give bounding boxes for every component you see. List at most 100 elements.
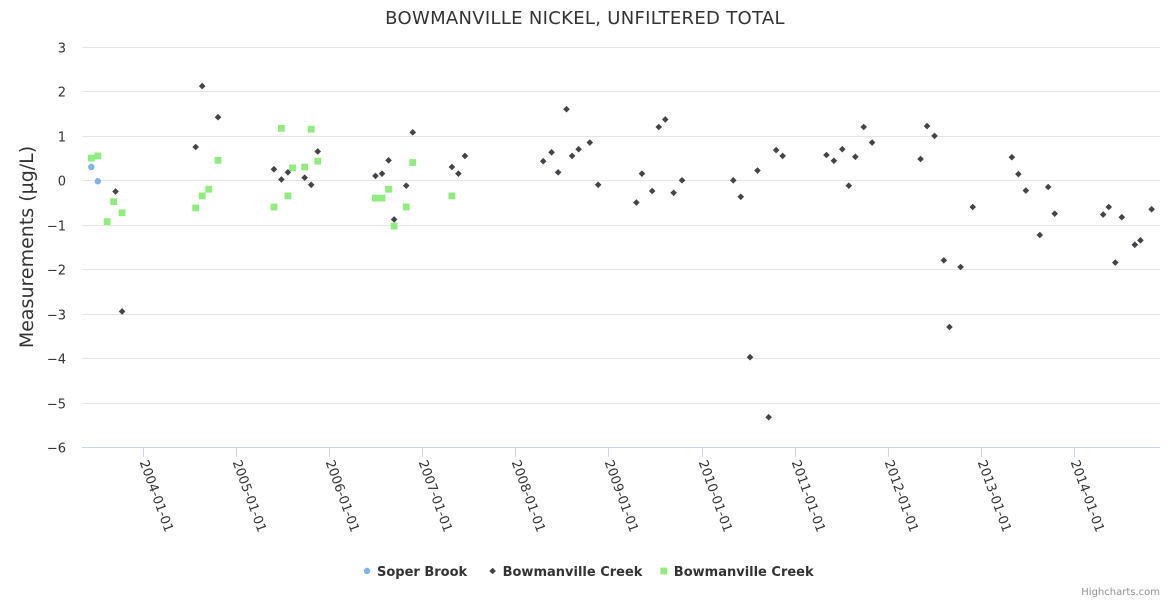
data-point[interactable] xyxy=(205,185,213,193)
data-point[interactable] xyxy=(772,146,780,154)
data-point[interactable] xyxy=(402,182,410,189)
data-point[interactable] xyxy=(94,152,102,160)
data-point[interactable] xyxy=(830,157,838,165)
data-point[interactable] xyxy=(118,308,126,315)
data-point[interactable] xyxy=(655,123,663,131)
data-point[interactable] xyxy=(957,263,964,271)
data-point[interactable] xyxy=(390,216,398,223)
data-point[interactable] xyxy=(284,169,292,176)
data-point[interactable] xyxy=(568,152,576,160)
legend-label[interactable]: Bowmanville Creek xyxy=(674,565,814,580)
data-point[interactable] xyxy=(946,323,953,331)
data-point[interactable] xyxy=(1118,213,1126,221)
data-point[interactable] xyxy=(633,199,640,206)
data-point[interactable] xyxy=(845,182,853,189)
data-point[interactable] xyxy=(378,194,386,202)
data-point[interactable] xyxy=(118,209,126,217)
data-point[interactable] xyxy=(214,156,222,164)
data-point[interactable] xyxy=(1137,237,1144,244)
data-point[interactable] xyxy=(729,177,737,184)
data-point[interactable] xyxy=(198,82,206,90)
data-point[interactable] xyxy=(1036,231,1044,239)
data-point[interactable] xyxy=(779,152,786,160)
data-point[interactable] xyxy=(390,222,398,230)
data-point[interactable] xyxy=(539,157,547,165)
data-point[interactable] xyxy=(648,187,656,195)
data-point[interactable] xyxy=(1105,203,1113,211)
data-point[interactable] xyxy=(1008,153,1016,161)
legend-item[interactable]: Soper Brook xyxy=(363,565,468,580)
data-point[interactable] xyxy=(1099,211,1107,218)
data-point[interactable] xyxy=(278,176,285,183)
data-point[interactable] xyxy=(638,170,646,177)
data-point[interactable] xyxy=(917,155,924,163)
data-point[interactable] xyxy=(409,159,417,166)
data-point[interactable] xyxy=(1131,241,1139,249)
data-point[interactable] xyxy=(1044,183,1052,191)
data-point[interactable] xyxy=(931,132,938,140)
data-point[interactable] xyxy=(214,113,222,121)
data-point[interactable] xyxy=(940,257,948,264)
data-point[interactable] xyxy=(838,145,846,153)
data-point[interactable] xyxy=(314,157,322,165)
data-point[interactable] xyxy=(586,139,594,146)
data-point[interactable] xyxy=(192,204,200,212)
data-point[interactable] xyxy=(455,170,462,177)
data-point[interactable] xyxy=(448,163,456,171)
data-point[interactable] xyxy=(314,148,322,155)
data-point[interactable] xyxy=(110,198,118,206)
data-point[interactable] xyxy=(103,218,111,226)
data-point[interactable] xyxy=(868,139,876,146)
data-point[interactable] xyxy=(307,181,315,189)
data-point[interactable] xyxy=(670,189,677,197)
legend-label[interactable]: Soper Brook xyxy=(377,565,468,580)
data-point[interactable] xyxy=(270,203,278,211)
data-point[interactable] xyxy=(1111,259,1119,266)
data-point[interactable] xyxy=(270,165,278,173)
data-point[interactable] xyxy=(860,123,868,131)
data-point[interactable] xyxy=(1022,187,1030,194)
data-point[interactable] xyxy=(198,192,206,200)
data-point[interactable] xyxy=(923,122,931,130)
data-point[interactable] xyxy=(969,203,977,211)
data-point[interactable] xyxy=(385,157,392,164)
data-point[interactable] xyxy=(372,172,379,180)
data-point[interactable] xyxy=(1051,210,1059,217)
data-point[interactable] xyxy=(661,116,669,123)
data-point[interactable] xyxy=(402,203,410,211)
data-point[interactable] xyxy=(852,153,859,161)
legend-item[interactable]: Bowmanville Creek xyxy=(489,565,643,580)
data-point[interactable] xyxy=(87,154,95,162)
data-point[interactable] xyxy=(301,163,309,171)
data-point[interactable] xyxy=(746,353,754,361)
data-point[interactable] xyxy=(1148,205,1155,213)
data-point[interactable] xyxy=(594,181,602,189)
data-point[interactable] xyxy=(678,177,686,184)
data-point[interactable] xyxy=(301,174,308,181)
legend[interactable]: Soper Brook Bowmanville Creek Bowmanville … xyxy=(363,565,814,580)
data-point[interactable] xyxy=(307,125,315,133)
data-point[interactable] xyxy=(765,413,772,421)
data-point[interactable] xyxy=(192,143,199,151)
data-point[interactable] xyxy=(548,149,555,156)
legend-symbol[interactable] xyxy=(660,567,668,575)
data-point[interactable] xyxy=(284,192,292,200)
legend-item[interactable]: Bowmanville Creek xyxy=(660,565,814,580)
data-point[interactable] xyxy=(94,178,102,185)
data-point[interactable] xyxy=(1015,170,1022,178)
data-point[interactable] xyxy=(409,129,417,136)
data-point[interactable] xyxy=(563,105,570,113)
credits[interactable]: Highcharts.com xyxy=(1081,587,1160,598)
legend-symbol[interactable] xyxy=(489,567,496,575)
data-point[interactable] xyxy=(289,164,296,172)
data-point[interactable] xyxy=(448,192,456,200)
data-point[interactable] xyxy=(575,145,582,153)
data-point[interactable] xyxy=(461,152,469,160)
data-point[interactable] xyxy=(88,163,95,171)
data-point[interactable] xyxy=(823,151,830,159)
legend-symbol[interactable] xyxy=(363,567,371,575)
legend-label[interactable]: Bowmanville Creek xyxy=(503,565,643,580)
data-point[interactable] xyxy=(378,170,386,177)
data-point[interactable] xyxy=(754,167,761,174)
data-point[interactable] xyxy=(737,193,745,201)
